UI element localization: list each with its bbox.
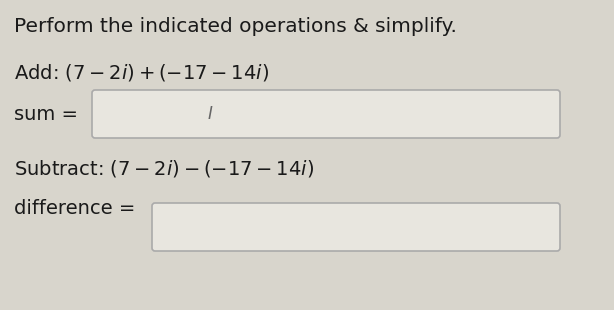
FancyBboxPatch shape [152, 203, 560, 251]
Text: sum =: sum = [14, 104, 78, 123]
Text: Perform the indicated operations & simplify.: Perform the indicated operations & simpl… [14, 17, 457, 36]
Text: I: I [208, 105, 212, 123]
Text: difference =: difference = [14, 198, 135, 218]
Text: Add: $(7 - 2i) + (-17 - 14i)$: Add: $(7 - 2i) + (-17 - 14i)$ [14, 62, 269, 83]
Text: Subtract: $(7 - 2i) - (-17 - 14i)$: Subtract: $(7 - 2i) - (-17 - 14i)$ [14, 158, 314, 179]
FancyBboxPatch shape [92, 90, 560, 138]
